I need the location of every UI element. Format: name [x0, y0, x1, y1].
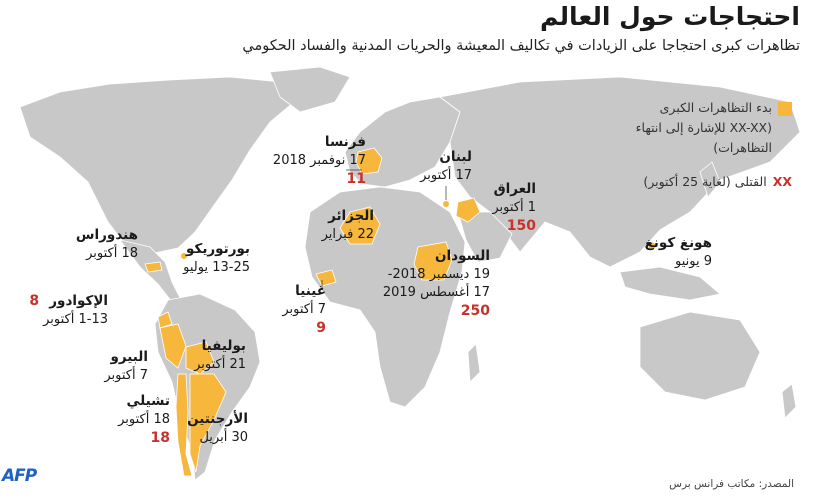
- peru-name: البيرو: [110, 349, 148, 365]
- label-bolivia: بوليفيا 21 أكتوبر: [194, 337, 246, 374]
- label-guinea: غينيا 7 أكتوبر 9: [282, 282, 326, 337]
- label-lebanon: لبنان 17 أكتوبر: [420, 148, 472, 185]
- dot-hong-kong: [648, 242, 656, 250]
- hong-kong-name: هونغ كونغ: [644, 235, 712, 251]
- source-credit: المصدر: مكاتب فرانس برس: [669, 478, 794, 490]
- france-deaths: 11: [346, 171, 366, 187]
- label-chile: تشيلي 18 أكتوبر 18: [118, 392, 170, 447]
- shape-guinea: [315, 269, 337, 287]
- legend-deaths-row: XX القتلى (لغاية 25 أكتوبر): [622, 172, 792, 192]
- label-france: فرنسا 17 نوفمبر 2018 11: [273, 133, 366, 188]
- protest-countries: [144, 147, 481, 477]
- legend-deaths-label: القتلى (لغاية 25 أكتوبر): [643, 174, 767, 189]
- sudan-date-start: 19 ديسمبر 2018-: [387, 267, 490, 282]
- shape-france: [355, 147, 383, 175]
- label-algeria: الجزائر 22 فبراير: [322, 207, 374, 244]
- shape-iraq: [455, 197, 481, 223]
- chile-deaths: 18: [150, 430, 170, 446]
- label-sudan: السودان 19 ديسمبر 2018- 17 أغسطس 2019 25…: [383, 247, 490, 320]
- shape-argentina: [189, 373, 227, 473]
- hong-kong-date: 9 يونيو: [674, 254, 712, 269]
- label-puerto-rico: بورتوريكو 13-25 يوليو: [183, 240, 250, 277]
- legend-deaths-marker: XX: [772, 174, 792, 189]
- africa: [304, 186, 466, 408]
- arabia: [457, 211, 513, 263]
- dot-puerto-rico: [181, 253, 187, 259]
- france-name: فرنسا: [324, 134, 366, 150]
- shape-bolivia: [185, 341, 215, 375]
- shape-peru: [159, 323, 187, 369]
- greenland: [269, 66, 351, 113]
- puerto-rico-name: بورتوريكو: [186, 241, 250, 257]
- shape-algeria: [339, 206, 381, 245]
- label-honduras: هندوراس 18 أكتوبر: [76, 226, 138, 263]
- guinea-name: غينيا: [295, 283, 326, 299]
- shape-sudan: [413, 241, 453, 281]
- peru-date: 7 أكتوبر: [104, 368, 148, 383]
- iraq-date: 1 أكتوبر: [492, 200, 536, 215]
- australia: [639, 311, 761, 401]
- label-iraq: العراق 1 أكتوبر 150: [492, 180, 536, 235]
- madagascar: [467, 343, 481, 383]
- sudan-date-end: 17 أغسطس 2019: [382, 285, 490, 300]
- label-hong-kong: هونغ كونغ 9 يونيو: [645, 234, 712, 271]
- argentina-name: الأرجنتين: [187, 411, 248, 427]
- north-america: [19, 76, 301, 255]
- iraq-deaths: 150: [506, 218, 536, 234]
- honduras-date: 18 أكتوبر: [86, 246, 138, 261]
- label-peru: البيرو 7 أكتوبر: [104, 348, 148, 385]
- ecuador-name: الإكوادور: [49, 293, 108, 309]
- iraq-name: العراق: [493, 181, 536, 197]
- legend-start-row: بدء التظاهرات الكبرى: [622, 98, 792, 118]
- asia: [439, 76, 801, 268]
- lebanon-date: 17 أكتوبر: [420, 168, 472, 183]
- guinea-deaths: 9: [316, 320, 326, 336]
- shape-honduras: [144, 261, 163, 273]
- algeria-name: الجزائر: [328, 208, 374, 224]
- protest-dots: [181, 201, 656, 259]
- leader-lines: [321, 169, 447, 290]
- japan: [699, 161, 721, 198]
- world-map: [19, 66, 801, 481]
- new-zealand: [781, 383, 797, 419]
- lebanon-name: لبنان: [439, 149, 472, 165]
- legend-swatch: [778, 101, 792, 116]
- land-masses: [19, 66, 801, 481]
- bolivia-date: 21 أكتوبر: [194, 357, 246, 372]
- ecuador-deaths: 8: [29, 293, 40, 309]
- label-ecuador: الإكوادور 8 1-13 أكتوبر: [29, 292, 108, 329]
- bolivia-name: بوليفيا: [201, 338, 246, 354]
- page-subtitle: تظاهرات كبرى احتجاجا على الزيادات في تكا…: [242, 38, 800, 54]
- puerto-rico-date: 13-25 يوليو: [183, 260, 250, 275]
- sudan-deaths: 250: [460, 303, 490, 319]
- page-title: احتجاجات حول العالم: [540, 2, 800, 31]
- ecuador-date: 1-13 أكتوبر: [43, 312, 108, 327]
- algeria-date: 22 فبراير: [321, 227, 374, 242]
- dot-lebanon: [443, 201, 449, 207]
- chile-name: تشيلي: [126, 393, 171, 409]
- label-argentina: الأرجنتين 30 أبريل: [187, 410, 248, 447]
- guinea-date: 7 أكتوبر: [282, 302, 326, 317]
- shape-chile: [175, 373, 193, 477]
- honduras-name: هندوراس: [75, 227, 138, 243]
- map-legend: بدء التظاهرات الكبرى (XX-XX للإشارة إلى …: [622, 98, 792, 192]
- sudan-name: السودان: [435, 248, 490, 264]
- chile-date: 18 أكتوبر: [118, 412, 170, 427]
- france-date: 17 نوفمبر 2018: [272, 153, 366, 168]
- shape-ecuador: [157, 311, 173, 329]
- southeast-asia-islands: [619, 266, 721, 301]
- legend-start-label: بدء التظاهرات الكبرى: [659, 100, 772, 115]
- legend-range-label: (XX-XX للإشارة إلى انتهاء التظاهرات): [635, 120, 772, 155]
- afp-logo: AFP: [2, 466, 37, 486]
- argentina-date: 30 أبريل: [199, 430, 248, 445]
